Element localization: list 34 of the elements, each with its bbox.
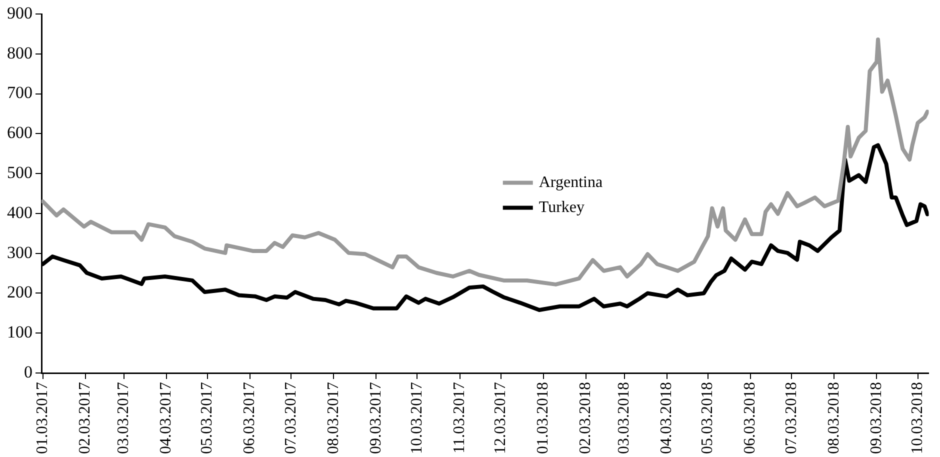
- x-tick-label: 09.03.2017: [367, 382, 384, 454]
- x-tick-label: 10.03.2017: [408, 382, 426, 454]
- x-tick-label: 04.03.2018: [658, 382, 676, 454]
- x-tick-label: 03.03.2018: [616, 382, 633, 454]
- y-tick-label: 100: [7, 322, 32, 342]
- x-tick-label: 12.03.2017: [492, 382, 510, 454]
- x-tick-label: 10.03.2018: [908, 382, 926, 454]
- x-tick-label: 06.03.2018: [742, 382, 759, 454]
- x-tick-label: 02.03.2018: [577, 382, 594, 454]
- legend-label: Argentina: [538, 174, 603, 191]
- x-tick-label: 07.03.2017: [282, 382, 300, 454]
- y-tick-label: 600: [7, 123, 32, 142]
- y-tick-label: 800: [7, 43, 32, 62]
- x-tick-label: 07.03.2018: [782, 382, 800, 454]
- y-tick-label: 500: [7, 163, 32, 182]
- x-tick-label: 05.03.2018: [699, 382, 716, 454]
- x-tick-label: 09.03.2018: [868, 382, 885, 454]
- x-tick-label: 08.03.2017: [324, 382, 342, 454]
- y-tick-label: 0: [24, 362, 32, 382]
- y-tick-label: 700: [7, 83, 32, 102]
- x-tick-label: 02.03.2017: [76, 382, 94, 454]
- x-tick-label: 06.03.2017: [241, 382, 258, 454]
- x-tick-label: 11.03.2017: [450, 382, 468, 454]
- legend-label: Turkey: [538, 198, 585, 216]
- x-tick-label: 01.03.2018: [534, 382, 552, 454]
- y-tick-label: 900: [7, 3, 32, 22]
- x-tick-label: 08.03.2018: [825, 382, 842, 454]
- x-tick-label: 04.03.2017: [157, 382, 174, 454]
- x-tick-label: 01.03.2017: [34, 382, 52, 454]
- x-tick-label: 05.03.2017: [198, 382, 216, 454]
- y-tick-label: 400: [7, 202, 32, 222]
- y-tick-label: 200: [7, 282, 32, 302]
- x-tick-label: 03.03.2017: [114, 382, 132, 454]
- y-tick-label: 300: [7, 242, 32, 262]
